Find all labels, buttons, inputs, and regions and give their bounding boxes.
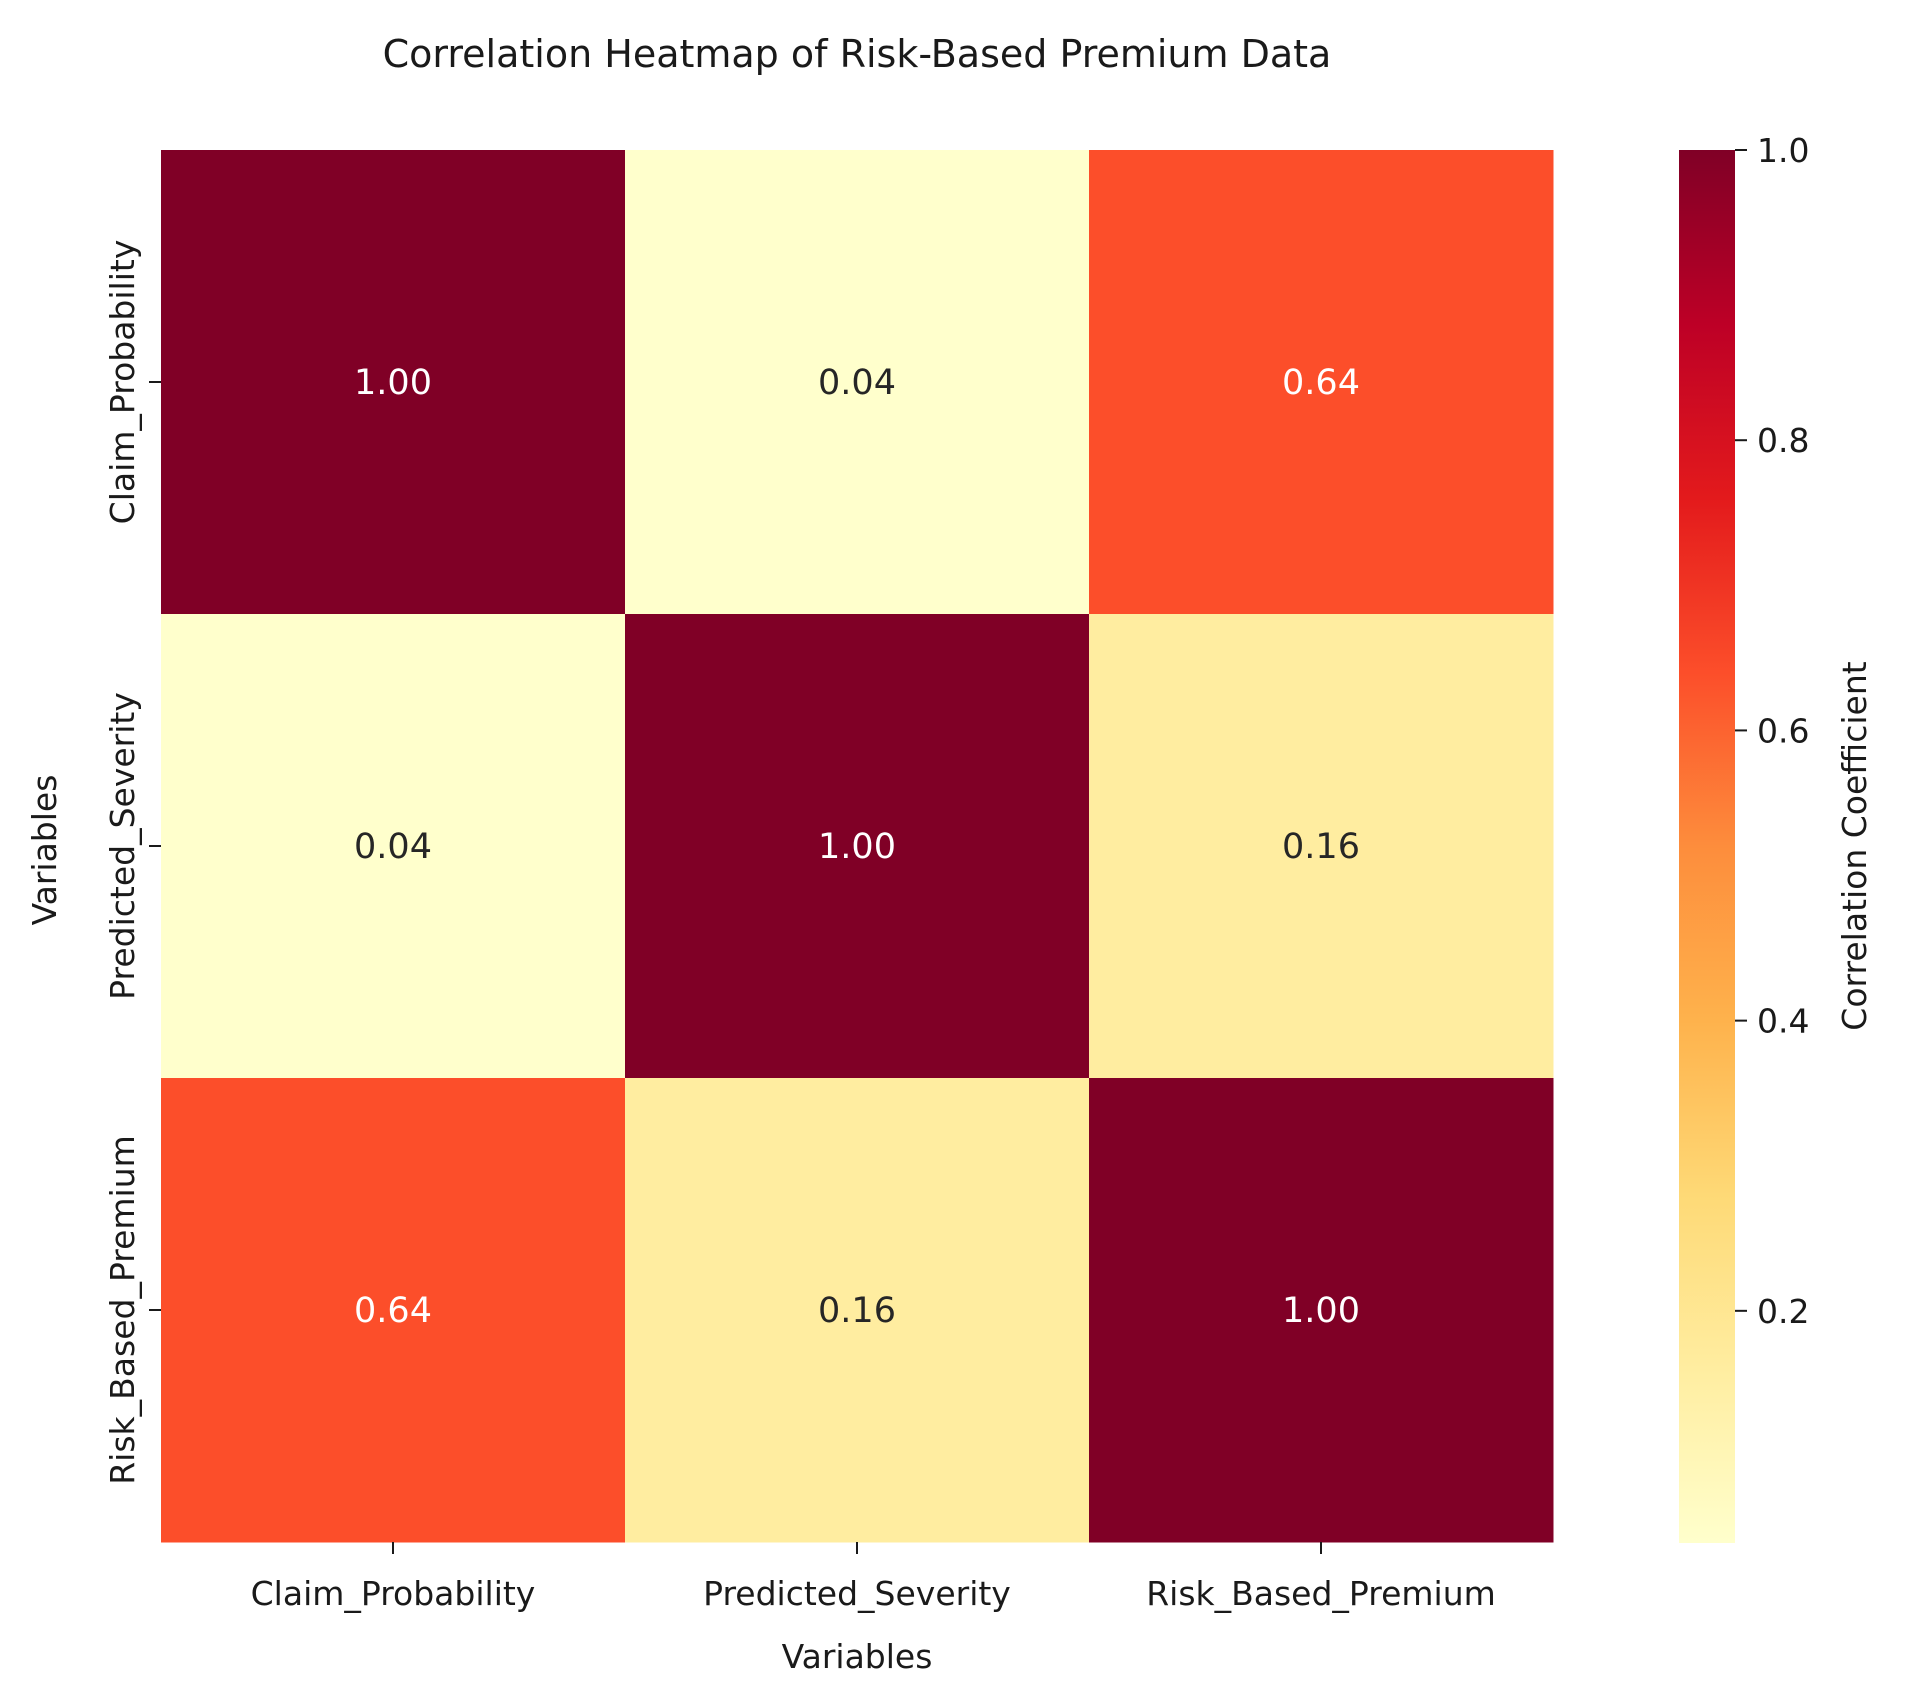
cell-value-label: 0.16: [818, 1291, 896, 1331]
colorbar-tick-label: 0.2: [1757, 1292, 1809, 1331]
colorbar-tick-label: 1.0: [1757, 131, 1809, 170]
y-tick-label: Claim_Probability: [103, 240, 142, 525]
colorbar-tick-label: 0.6: [1757, 711, 1809, 750]
cell-value-label: 0.04: [818, 363, 896, 403]
cell-value-label: 0.64: [1282, 363, 1360, 403]
colorbar-gradient: [1679, 150, 1735, 1543]
colorbar-tick-label: 0.8: [1757, 421, 1809, 460]
y-axis: Claim_Probability Predicted_Severity Risk_…: [103, 240, 161, 1485]
cell-value-label: 0.64: [354, 1291, 432, 1331]
colorbar: 0.2 0.4 0.6 0.8 1.0 Correlation Coefficient: [1679, 131, 1874, 1543]
cell-value-label: 0.04: [354, 827, 432, 867]
colorbar-label: Correlation Coefficient: [1835, 661, 1874, 1030]
heatmap-cells: [161, 150, 1554, 1543]
y-axis-label: Variables: [25, 775, 64, 926]
colorbar-tick-label: 0.4: [1757, 1002, 1809, 1041]
x-axis: Claim_Probability Predicted_Severity Risk_…: [251, 1542, 1496, 1613]
y-tick-label: Predicted_Severity: [103, 692, 142, 1000]
colorbar-ticks: 0.2 0.4 0.6 0.8 1.0: [1735, 131, 1809, 1331]
cell-value-label: 1.00: [818, 827, 896, 867]
heatmap-cell: [161, 150, 626, 615]
heatmap-cell: [625, 150, 1090, 615]
chart-title: Correlation Heatmap of Risk-Based Premiu…: [383, 32, 1332, 76]
heatmap-cell: [1089, 1078, 1554, 1543]
cell-value-label: 1.00: [1282, 1291, 1360, 1331]
x-tick-label: Predicted_Severity: [703, 1574, 1011, 1613]
cell-value-label: 0.16: [1282, 827, 1360, 867]
heatmap-cell: [1089, 150, 1554, 615]
y-tick-label: Risk_Based_Premium: [103, 1135, 142, 1485]
x-tick-label: Claim_Probability: [251, 1574, 536, 1613]
heatmap-cell: [161, 614, 626, 1079]
x-tick-label: Risk_Based_Premium: [1146, 1574, 1496, 1613]
heatmap-cell: [161, 1078, 626, 1543]
cell-value-label: 1.00: [354, 363, 432, 403]
heatmap-cell-labels: 1.00 0.04 0.64 0.04 1.00 0.16 0.64 0.16 1.00: [354, 363, 1360, 1331]
heatmap-cell: [625, 1078, 1090, 1543]
heatmap-cell: [625, 614, 1090, 1079]
heatmap-cell: [1089, 614, 1554, 1079]
x-axis-label: Variables: [782, 1637, 933, 1676]
